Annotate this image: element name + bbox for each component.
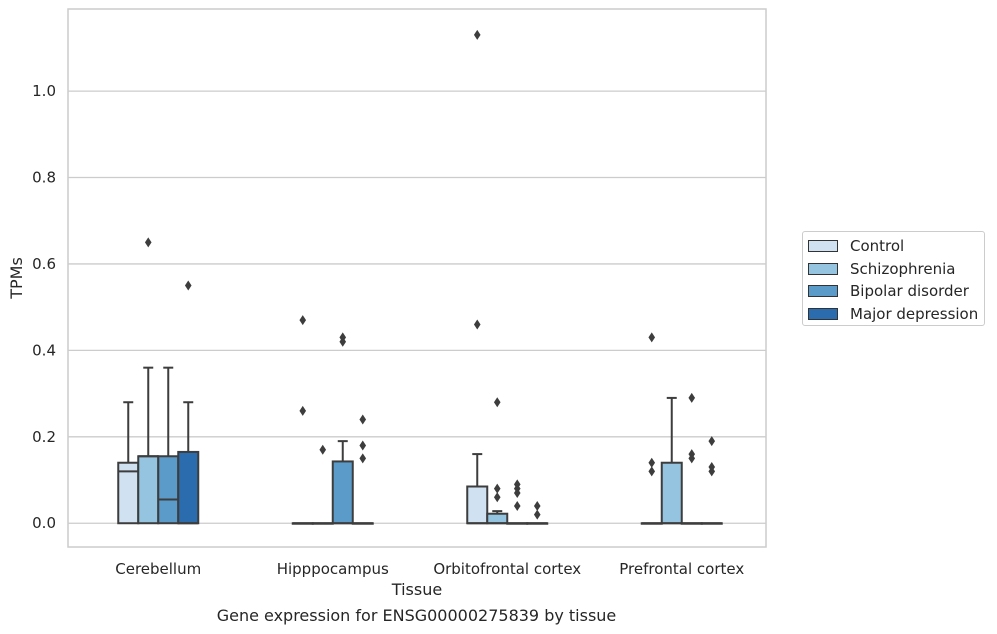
- legend-item: Control: [808, 235, 984, 258]
- outlier-point: [319, 444, 327, 455]
- box-major-depression: [526, 500, 549, 525]
- outlier-point: [533, 509, 541, 520]
- y-tick-label: 0.0: [32, 514, 56, 532]
- outlier-point: [708, 466, 716, 477]
- box-major-depression: [700, 436, 723, 525]
- box-body: [157, 455, 180, 525]
- outlier-point: [533, 500, 541, 511]
- outlier-point: [184, 280, 192, 291]
- box-major-depression: [177, 280, 200, 525]
- box-body: [486, 512, 509, 525]
- outlier-point: [299, 405, 307, 416]
- outlier-point: [493, 397, 501, 408]
- y-tick-label: 1.0: [32, 82, 56, 100]
- y-tick-labels: 0.0 0.2 0.4 0.6 0.8 1.0: [32, 82, 56, 532]
- box-schizophrenia: [486, 397, 509, 525]
- x-tick-labels: Cerebellum Hipppocampus Orbitofrontal cort…: [115, 560, 744, 578]
- legend-label: Major depression: [850, 304, 979, 323]
- legend-swatch: [808, 285, 838, 298]
- x-tick-label: Prefrontal cortex: [619, 560, 744, 578]
- outlier-point: [648, 332, 656, 343]
- outlier-point: [493, 492, 501, 503]
- box-schizophrenia: [660, 396, 683, 525]
- outlier-point: [688, 453, 696, 464]
- y-tick-label: 0.8: [32, 169, 56, 187]
- legend-item: Major depression: [808, 303, 984, 326]
- box-body: [660, 461, 683, 525]
- y-tick-label: 0.4: [32, 341, 56, 359]
- box-body: [331, 460, 354, 525]
- box-series: [117, 29, 723, 525]
- y-tick-label: 0.2: [32, 428, 56, 446]
- box-bipolar-disorder: [680, 392, 703, 525]
- outlier-point: [359, 414, 367, 425]
- x-tick-label: Orbitofrontal cortex: [433, 560, 581, 578]
- outlier-point: [359, 440, 367, 451]
- outlier-point: [513, 487, 521, 498]
- outlier-point: [339, 336, 347, 347]
- outlier-point: [473, 29, 481, 40]
- box-control: [291, 315, 314, 525]
- outlier-point: [299, 315, 307, 326]
- box-control: [117, 401, 140, 525]
- box-body: [137, 455, 160, 525]
- legend-item: Bipolar disorder: [808, 280, 984, 303]
- outlier-point: [493, 483, 501, 494]
- legend-item: Schizophrenia: [808, 258, 984, 281]
- outlier-point: [708, 436, 716, 447]
- y-tick-label: 0.6: [32, 255, 56, 273]
- legend-swatch: [808, 262, 838, 275]
- x-tick-label: Cerebellum: [115, 560, 201, 578]
- outlier-point: [688, 392, 696, 403]
- outlier-point: [648, 466, 656, 477]
- box-body: [466, 485, 489, 525]
- legend-label: Control: [850, 237, 905, 256]
- x-tick-label: Hipppocampus: [277, 560, 389, 578]
- y-axis-title: TPMs: [7, 257, 26, 300]
- box-major-depression: [351, 414, 374, 525]
- legend-label: Bipolar disorder: [850, 282, 969, 301]
- outlier-point: [359, 453, 367, 464]
- chart-caption: Gene expression for ENSG00000275839 by t…: [216, 606, 617, 625]
- outlier-point: [144, 237, 152, 248]
- outlier-point: [648, 457, 656, 468]
- box-control: [466, 29, 489, 525]
- legend-swatch: [808, 240, 838, 253]
- outlier-point: [473, 319, 481, 330]
- x-axis-title: Tissue: [391, 580, 442, 599]
- box-bipolar-disorder: [331, 332, 354, 525]
- box-body: [177, 450, 200, 525]
- outlier-point: [513, 500, 521, 511]
- legend: Control Schizophrenia Bipolar disorder Majo…: [802, 231, 985, 326]
- legend-label: Schizophrenia: [850, 259, 956, 278]
- legend-swatch: [808, 307, 838, 320]
